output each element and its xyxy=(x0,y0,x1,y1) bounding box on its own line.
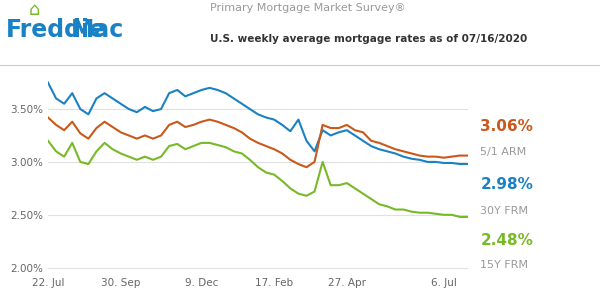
Text: 2.98%: 2.98% xyxy=(481,177,533,192)
Text: Freddie: Freddie xyxy=(6,19,106,43)
Text: 3.06%: 3.06% xyxy=(481,119,533,134)
Text: ⌂: ⌂ xyxy=(29,1,40,19)
Text: 15Y FRM: 15Y FRM xyxy=(481,260,528,270)
Text: 5/1 ARM: 5/1 ARM xyxy=(481,147,527,158)
Text: 2.48%: 2.48% xyxy=(481,233,533,248)
Text: Primary Mortgage Market Survey®: Primary Mortgage Market Survey® xyxy=(210,3,406,13)
Text: U.S. weekly average mortgage rates as of 07/16/2020: U.S. weekly average mortgage rates as of… xyxy=(210,34,527,44)
Text: Mac: Mac xyxy=(71,19,124,43)
Text: 30Y FRM: 30Y FRM xyxy=(481,206,528,216)
